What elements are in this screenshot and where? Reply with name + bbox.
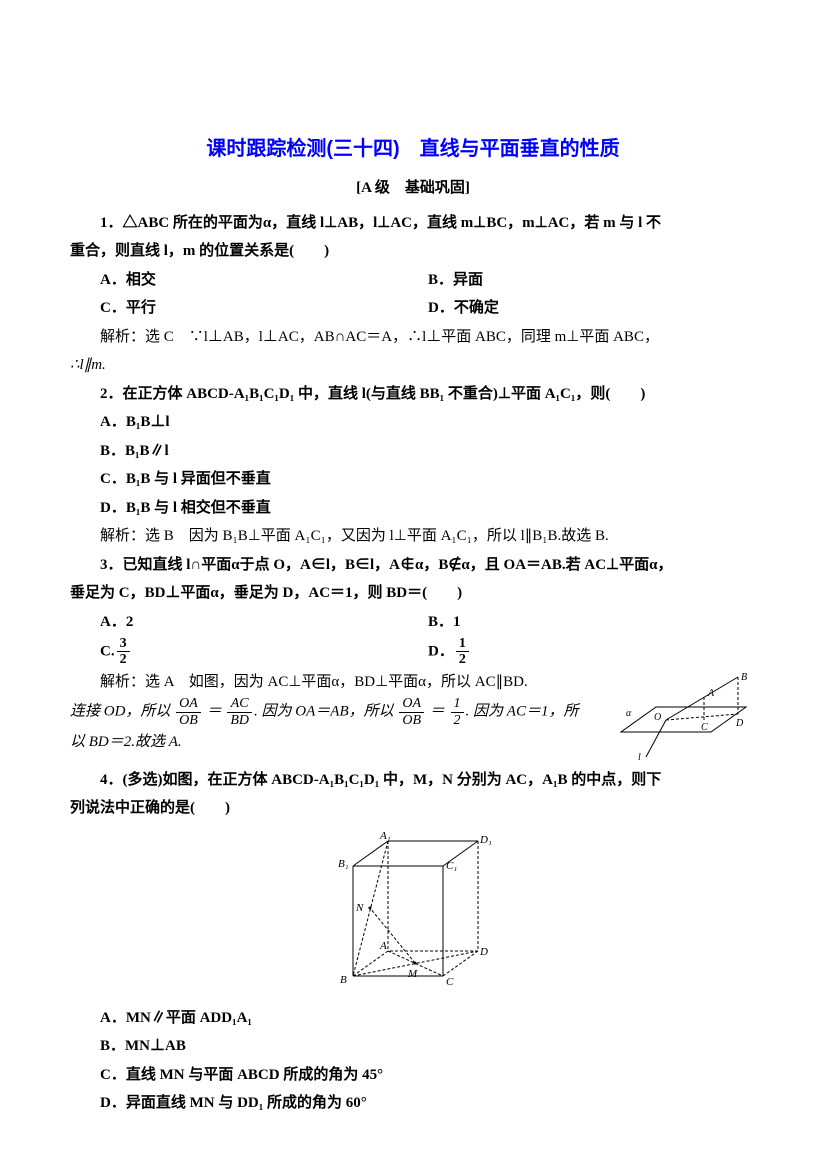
- svg-text:B₁: B₁: [338, 858, 349, 870]
- q3-options-row1: A．2 B．1: [100, 608, 756, 637]
- q3-stem-line2: 垂足为 C，BD⊥平面α，垂足为 D，AC＝1，则 BD＝( ): [70, 579, 756, 608]
- q1-explain-line1: 解析：选 C ∵l⊥AB，l⊥AC，AB∩AC＝A，∴l⊥平面 ABC，同理 m…: [70, 323, 756, 352]
- q4-opt-a: A．MN∥平面 ADD₁A₁: [100, 1004, 756, 1033]
- svg-text:A: A: [707, 688, 715, 699]
- q2-explain: 解析：选 B 因为 B₁B⊥平面 A₁C₁，又因为 l⊥平面 A₁C₁，所以 l…: [70, 522, 756, 551]
- q3-stem-line1: 3．已知直线 l∩平面α于点 O，A∈l，B∈l，A∉α，B∉α，且 OA＝AB…: [70, 551, 756, 580]
- q4-stem-line1: 4．(多选)如图，在正方体 ABCD-A₁B₁C₁D₁ 中，M，N 分别为 AC…: [70, 766, 756, 795]
- svg-text:α: α: [626, 708, 632, 719]
- q3-opt-d: D．12: [428, 636, 756, 668]
- q2-stem: 2．在正方体 ABCD-A₁B₁C₁D₁ 中，直线 l(与直线 BB₁ 不重合)…: [70, 380, 756, 409]
- svg-text:O: O: [654, 712, 661, 723]
- q3-opt-c-label: C.: [100, 643, 115, 659]
- q1-stem-line2: 重合，则直线 l，m 的位置关系是( ): [70, 237, 756, 266]
- frac-oa-ob-1: OAOB: [176, 696, 201, 728]
- frac-oa-ob-2: OAOB: [399, 696, 424, 728]
- q1-opt-a: A．相交: [100, 266, 428, 295]
- q4-opt-b: B．MN⊥AB: [100, 1032, 756, 1061]
- svg-text:D: D: [735, 718, 744, 729]
- q2-opt-a: A．B₁B⊥l: [100, 408, 756, 437]
- svg-text:B: B: [340, 974, 347, 986]
- frac-1-2: 12: [451, 696, 464, 728]
- svg-text:A: A: [379, 940, 387, 952]
- svg-text:N: N: [355, 902, 364, 914]
- q3-figure: B A O C D l α: [616, 672, 756, 762]
- q3-explain-block: B A O C D l α 解析：选 A 如图，因为 AC⊥平面α，BD⊥平面α…: [70, 668, 756, 766]
- q4-figure: A₁ D₁ B₁ C₁ A D B C M N: [70, 831, 756, 996]
- q1-opt-d: D．不确定: [428, 294, 756, 323]
- svg-text:D: D: [479, 946, 488, 958]
- q4-stem-line2: 列说法中正确的是( ): [70, 794, 756, 823]
- svg-text:D₁: D₁: [479, 834, 492, 846]
- frac-ac-bd: ACBD: [227, 696, 252, 728]
- level-subtitle: [A 级 基础巩固]: [70, 174, 756, 203]
- q2-opt-b: B．B₁B∥l: [100, 437, 756, 466]
- svg-text:l: l: [638, 752, 641, 762]
- q4-opt-d: D．异面直线 MN 与 DD₁ 所成的角为 60°: [100, 1089, 756, 1118]
- q3-opt-d-frac: 12: [456, 636, 469, 668]
- svg-text:B: B: [741, 672, 747, 683]
- q4-figure-svg: A₁ D₁ B₁ C₁ A D B C M N: [328, 831, 498, 996]
- svg-text:C₁: C₁: [446, 860, 457, 872]
- q1-opt-c: C．平行: [100, 294, 428, 323]
- q3-opt-b: B．1: [428, 608, 756, 637]
- page-title: 课时跟踪检测(三十四) 直线与平面垂直的性质: [70, 130, 756, 168]
- svg-text:C: C: [701, 722, 708, 733]
- q4-opt-c: C．直线 MN 与平面 ABCD 所成的角为 45°: [100, 1061, 756, 1090]
- svg-text:M: M: [407, 968, 418, 980]
- q2-opt-c: C．B₁B 与 l 异面但不垂直: [100, 465, 756, 494]
- svg-text:A₁: A₁: [379, 831, 391, 842]
- q3-opt-c-frac: 32: [117, 636, 130, 668]
- q1-options-row1: A．相交 B．异面: [100, 266, 756, 295]
- q3-figure-svg: B A O C D l α: [616, 672, 756, 762]
- q1-opt-b: B．异面: [428, 266, 756, 295]
- q3-opt-d-label: D．: [428, 643, 454, 659]
- q3-opt-c: C.32: [100, 636, 428, 668]
- svg-text:C: C: [446, 976, 454, 988]
- q2-opt-d: D．B₁B 与 l 相交但不垂直: [100, 494, 756, 523]
- page: 课时跟踪检测(三十四) 直线与平面垂直的性质 [A 级 基础巩固] 1．△ABC…: [0, 0, 826, 1169]
- q1-explain-line2: ∴l∥m.: [70, 351, 756, 380]
- q1-stem-line1: 1．△ABC 所在的平面为α，直线 l⊥AB，l⊥AC，直线 m⊥BC，m⊥AC…: [70, 209, 756, 238]
- q3-opt-a: A．2: [100, 608, 428, 637]
- q3-options-row2: C.32 D．12: [100, 636, 756, 668]
- q1-options-row2: C．平行 D．不确定: [100, 294, 756, 323]
